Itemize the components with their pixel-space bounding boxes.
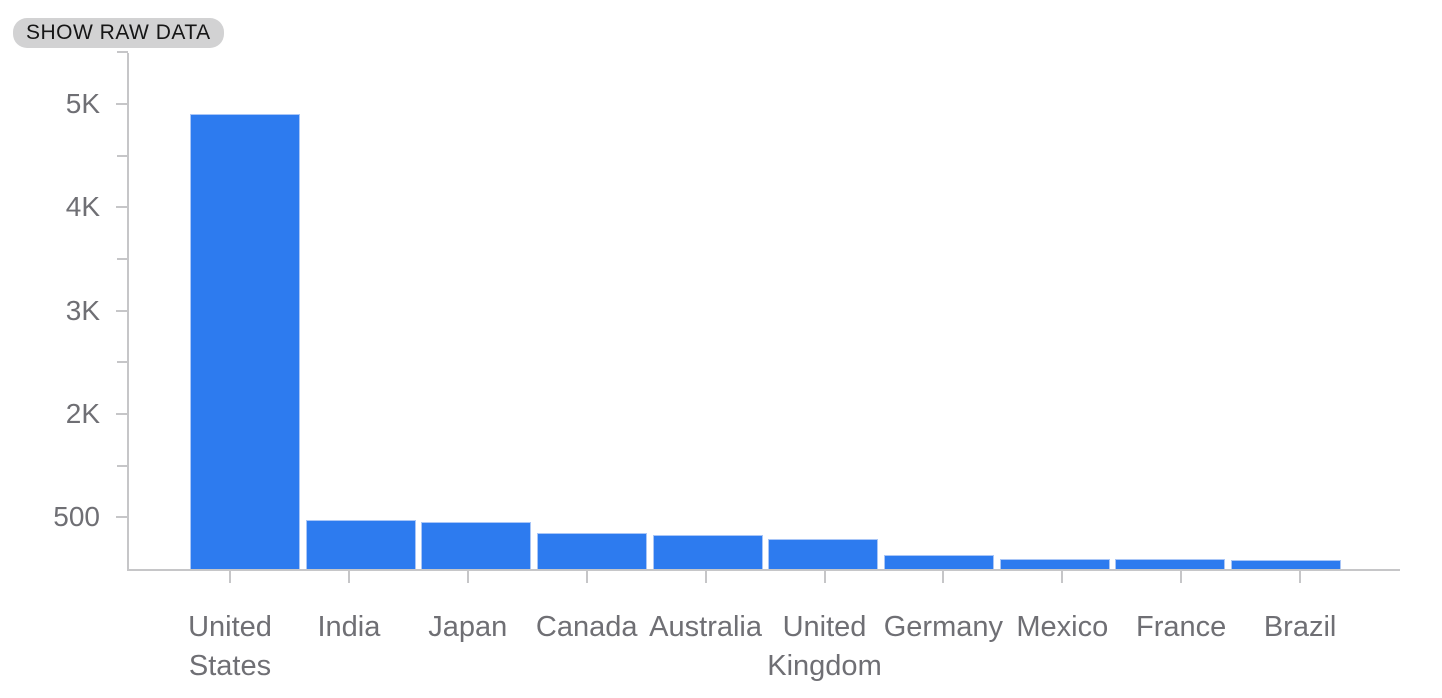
bar-india[interactable] — [305, 519, 416, 569]
y-axis-tick-label: 2K — [65, 397, 100, 429]
y-axis-tick — [116, 412, 127, 415]
bar-france[interactable] — [1115, 559, 1226, 569]
bar-mexico[interactable] — [999, 559, 1110, 569]
x-axis-tick — [1180, 570, 1183, 583]
bar-brazil[interactable] — [1231, 560, 1342, 569]
y-axis-minor-tick — [117, 154, 128, 157]
x-axis-tick-label: Japan — [428, 611, 508, 643]
x-axis-tick — [585, 570, 588, 583]
x-axis-tick — [229, 570, 231, 583]
bar-united-states[interactable] — [190, 114, 300, 569]
x-axis-tick-label: India — [317, 611, 381, 643]
x-axis-tick-label: Mexico — [1016, 611, 1109, 643]
x-axis-tick — [823, 570, 826, 583]
bar-united-kingdom[interactable] — [768, 539, 879, 569]
bar-canada[interactable] — [537, 532, 647, 569]
x-axis-tick-label: United States — [188, 611, 272, 682]
x-axis-tick — [1299, 570, 1302, 583]
y-axis-tick — [116, 516, 127, 519]
y-axis-tick — [116, 206, 127, 209]
y-axis-tick-label: 4K — [65, 191, 100, 223]
show-raw-data-button[interactable]: SHOW RAW DATA — [13, 18, 224, 48]
x-axis-tick — [704, 570, 707, 583]
bar-germany[interactable] — [884, 554, 995, 569]
y-axis-minor-tick — [117, 257, 128, 260]
x-axis-tick-label: Germany — [883, 611, 1004, 643]
bar-australia[interactable] — [652, 534, 763, 569]
y-axis-tick — [116, 309, 127, 312]
x-axis-line — [127, 569, 1400, 571]
y-axis-line — [127, 52, 129, 571]
x-axis-tick — [942, 570, 945, 583]
y-axis-tick-label: 500 — [53, 501, 100, 533]
y-axis-tick — [116, 102, 127, 105]
y-axis-minor-tick — [117, 464, 128, 467]
x-axis-tick — [347, 570, 350, 583]
x-axis-tick-label: France — [1136, 611, 1227, 643]
bar-japan[interactable] — [421, 522, 532, 569]
y-axis-minor-tick — [117, 51, 128, 54]
x-axis-tick — [466, 570, 469, 583]
y-axis-tick-label: 3K — [65, 294, 100, 326]
x-axis-tick-label: Canada — [535, 611, 638, 643]
x-axis-tick-label: Australia — [649, 611, 762, 643]
x-axis-tick — [1061, 570, 1064, 583]
x-axis-tick-label: Brazil — [1263, 611, 1337, 643]
y-axis-tick-label: 5K — [65, 87, 100, 119]
x-axis-tick-label: United Kingdom — [767, 611, 882, 682]
y-axis-minor-tick — [117, 361, 128, 364]
